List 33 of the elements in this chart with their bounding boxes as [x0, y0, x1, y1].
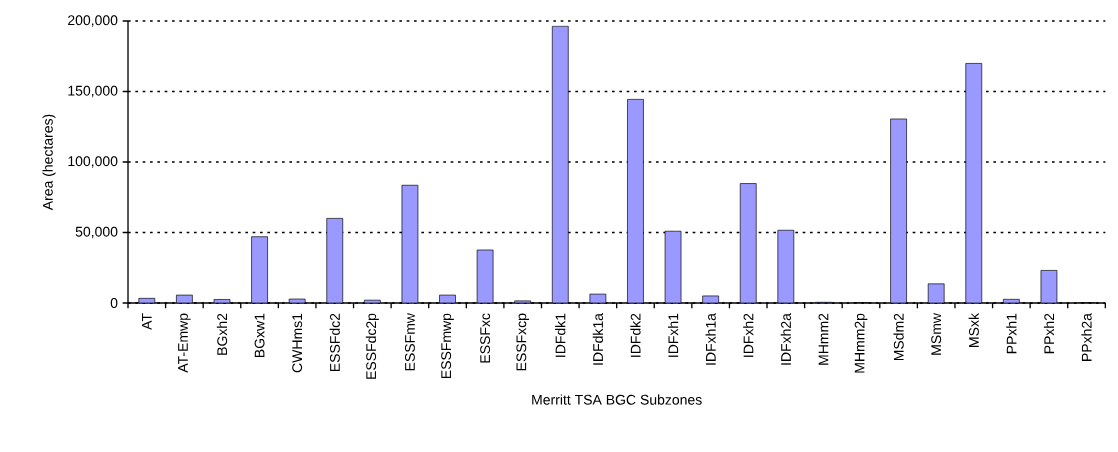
x-tick-label: IDFxh1a — [705, 313, 716, 365]
x-tick-label: AT — [142, 313, 152, 330]
y-tick-label: 100,000 — [68, 156, 118, 168]
x-tick-label: IDFxh2 — [743, 313, 754, 357]
x-tick-label: PPxh2 — [1043, 313, 1055, 354]
y-tick-label: 150,000 — [68, 85, 118, 98]
x-tick-label: PPxh1 — [1006, 313, 1017, 354]
x-tick-label: CWHms1 — [292, 313, 303, 373]
y-tick-label: 0 — [110, 298, 118, 308]
x-tick-label: ESSFxc — [480, 313, 491, 363]
x-tick-label: MSxk — [968, 313, 979, 347]
x-tick-label: ESSFmwp — [441, 313, 454, 379]
x-tick-label: ESSFxcp — [516, 313, 530, 371]
y-axis-title: Area (hectares) — [42, 114, 56, 211]
x-tick-label: PPxh2a — [1081, 313, 1092, 361]
x-tick-label: MHmm2 — [818, 313, 829, 365]
x-tick-label: MHmm2p — [854, 313, 868, 373]
x-tick-label: MSmw — [931, 313, 942, 355]
y-tick-label: 200,000 — [68, 15, 118, 27]
x-tick-label: IDFdk2 — [630, 313, 641, 357]
x-tick-label: AT-Emwp — [178, 313, 191, 373]
y-tick-label: 50,000 — [75, 226, 118, 239]
x-tick-label: MSdm2 — [893, 313, 904, 361]
x-axis-title: Merritt TSA BGC Subzones — [532, 394, 702, 405]
x-tick-label: ESSFmw — [404, 313, 415, 371]
x-tick-label: ESSFdc2 — [329, 313, 340, 372]
x-tick-label: IDFxh1 — [667, 313, 679, 357]
x-tick-label: IDFdk1 — [555, 313, 566, 357]
x-tick-label: BGxw1 — [254, 313, 265, 358]
x-tick-label: ESSFdc2p — [365, 313, 379, 379]
x-tick-label: IDFxh2a — [780, 313, 791, 365]
x-tick-label: IDFdk1a — [592, 313, 604, 365]
x-tick-label: BGxh2 — [216, 313, 228, 355]
